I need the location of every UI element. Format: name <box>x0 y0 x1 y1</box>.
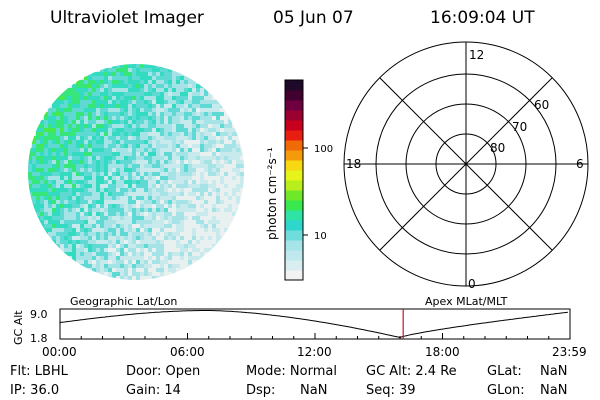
colorbar-unit-label: photon cm⁻²s⁻¹ <box>265 147 279 240</box>
time-tick-1800: 18:00 <box>425 345 460 359</box>
colorbar: 100 10 photon cm⁻²s⁻¹ <box>265 79 333 281</box>
colorbar-segment <box>285 200 303 211</box>
colorbar-segment <box>285 220 303 231</box>
filter-info: Flt: LBHL <box>10 364 68 379</box>
colorbar-segment <box>285 110 303 121</box>
gc-alt-min: 1.8 <box>30 332 48 345</box>
glat-value: NaN <box>540 364 568 379</box>
date-label: 05 Jun 07 <box>273 8 354 28</box>
ip-info: IP: 36.0 <box>10 383 60 398</box>
dsp-value: NaN <box>300 383 328 398</box>
colorbar-segment <box>285 260 303 271</box>
colorbar-segment <box>285 250 303 261</box>
glon-label: GLon: <box>487 383 525 398</box>
glon-value: NaN <box>540 383 568 398</box>
colorbar-segment <box>285 140 303 151</box>
time-tick-0600: 06:00 <box>170 345 205 359</box>
mlt-label-6: 6 <box>576 157 584 171</box>
uv-earth-image <box>28 64 244 280</box>
geographic-label: Geographic Lat/Lon <box>70 295 177 308</box>
mode-info: Mode: Normal <box>246 364 337 379</box>
time-tick-1200: 12:00 <box>297 345 332 359</box>
dsp-label: Dsp: <box>246 383 276 398</box>
gc-alt-max: 9.0 <box>30 308 48 321</box>
time-tick-0000: 00:00 <box>42 345 77 359</box>
colorbar-tick-100: 100 <box>314 144 333 155</box>
colorbar-segment <box>285 210 303 221</box>
colorbar-segment <box>285 190 303 201</box>
image-title: Ultraviolet Imager <box>50 8 204 28</box>
colorbar-segment <box>285 150 303 161</box>
altitude-panel <box>59 308 571 340</box>
colorbar-segment <box>285 270 303 281</box>
colorbar-segment <box>285 120 303 131</box>
mlat-label-60: 60 <box>534 98 549 112</box>
colorbar-segment <box>285 180 303 191</box>
gain-info: Gain: 14 <box>126 383 181 398</box>
mlat-label-70: 70 <box>512 120 527 134</box>
polar-grid <box>343 41 589 287</box>
mlt-label-12: 12 <box>469 48 484 62</box>
colorbar-segment <box>285 240 303 251</box>
time-label: 16:09:04 UT <box>430 8 535 28</box>
seq-info: Seq: 39 <box>366 383 416 398</box>
colorbar-segment <box>285 80 303 91</box>
colorbar-segment <box>285 230 303 241</box>
mlt-label-18: 18 <box>346 157 361 171</box>
mlat-label-80: 80 <box>490 141 505 155</box>
apex-label: Apex MLat/MLT <box>425 295 508 308</box>
colorbar-tick-10: 10 <box>314 231 327 242</box>
time-tick-2359: 23:59 <box>552 345 587 359</box>
colorbar-segment <box>285 160 303 171</box>
gc-alt-info: GC Alt: 2.4 Re <box>366 364 457 379</box>
mlt-label-0: 0 <box>468 277 476 291</box>
colorbar-segment <box>285 100 303 111</box>
colorbar-segment <box>285 130 303 141</box>
colorbar-segment <box>285 90 303 101</box>
door-info: Door: Open <box>126 364 201 379</box>
gc-alt-axis-label: GC Alt <box>12 310 25 345</box>
glat-label: GLat: <box>487 364 522 379</box>
colorbar-segment <box>285 170 303 181</box>
